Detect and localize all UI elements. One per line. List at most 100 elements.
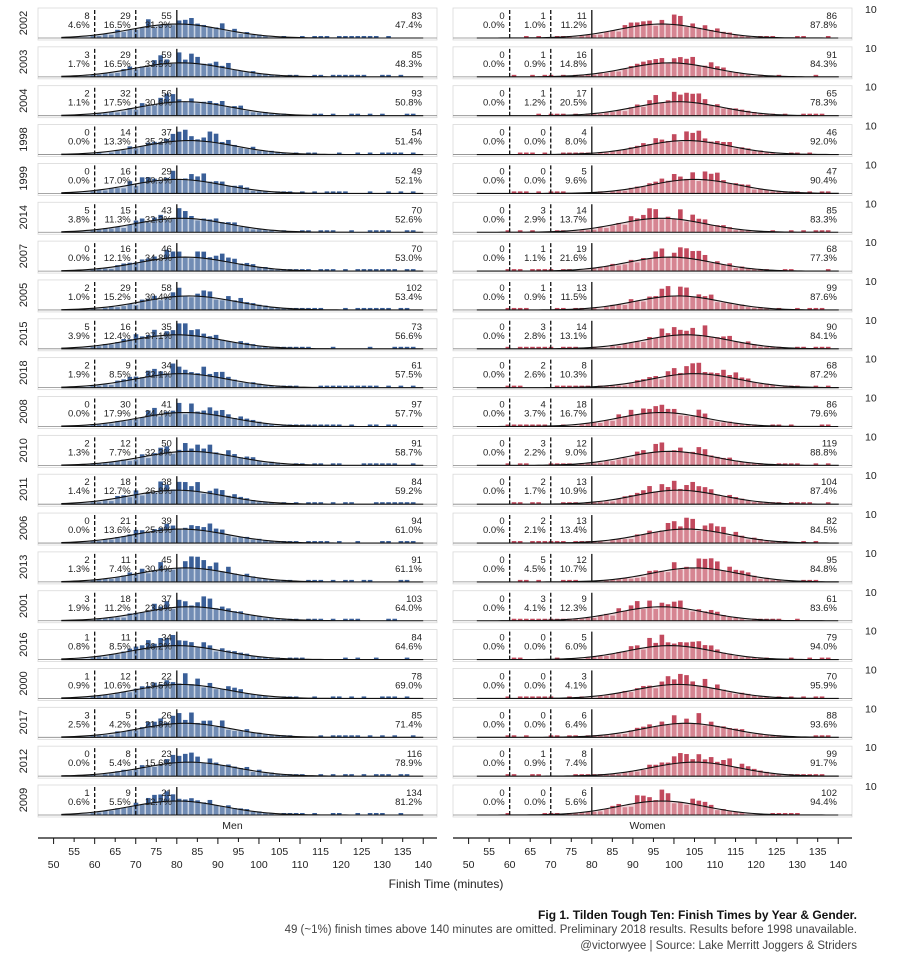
histogram-bar bbox=[343, 269, 348, 272]
histogram-bar bbox=[825, 230, 831, 233]
histogram-bar bbox=[380, 813, 385, 815]
histogram-bar bbox=[336, 696, 342, 699]
histogram-bar bbox=[819, 230, 825, 233]
density-curve bbox=[476, 101, 839, 117]
percent-label-right: 51.4% bbox=[395, 137, 422, 148]
percent-label: 0.0% bbox=[68, 175, 90, 186]
percent-label-right: 84.1% bbox=[810, 331, 837, 342]
percent-label: 2.1% bbox=[524, 525, 546, 536]
histogram-bar bbox=[336, 36, 342, 38]
histogram-bar bbox=[349, 74, 354, 77]
histogram-bar bbox=[361, 36, 367, 38]
count-label: 14 bbox=[576, 205, 587, 216]
histogram-bar bbox=[312, 463, 317, 466]
histogram-bar bbox=[801, 230, 806, 233]
histogram-bar bbox=[536, 618, 541, 621]
percent-label-right: 53.0% bbox=[395, 253, 422, 264]
histogram-bar bbox=[517, 269, 523, 272]
histogram-bar bbox=[343, 657, 348, 660]
histogram-bar bbox=[542, 152, 548, 155]
histogram-bar bbox=[807, 307, 813, 310]
percent-label: 1.3% bbox=[68, 447, 90, 458]
percent-label-right: 84.5% bbox=[810, 525, 837, 536]
histogram-bar bbox=[330, 774, 336, 777]
histogram-bar bbox=[355, 385, 361, 388]
percent-label-right: 59.2% bbox=[395, 486, 422, 497]
histogram-bar bbox=[367, 385, 373, 388]
percent-label: 0.0% bbox=[68, 758, 90, 769]
histogram-bar bbox=[524, 36, 529, 38]
x-tick-label-minor: 115 bbox=[312, 846, 329, 858]
x-tick-label-minor: 65 bbox=[109, 846, 121, 858]
count-label: 8 bbox=[84, 11, 89, 22]
count-label: 0 bbox=[540, 128, 545, 139]
histogram-bar bbox=[398, 541, 404, 544]
density-curve bbox=[476, 295, 839, 311]
percent-label: 17.9% bbox=[104, 409, 131, 420]
histogram-bar bbox=[554, 385, 560, 388]
histogram-bar bbox=[306, 579, 311, 582]
count-label-right: 84 bbox=[411, 477, 422, 488]
percent-label: 10.9% bbox=[560, 486, 587, 497]
density-curve bbox=[476, 528, 839, 544]
x-tick-label-major: 100 bbox=[665, 859, 683, 871]
percent-label: 0.0% bbox=[483, 253, 505, 264]
year-label: 2006 bbox=[18, 516, 30, 540]
percent-label: 0.9% bbox=[524, 758, 546, 769]
percent-label-right: 56.6% bbox=[395, 331, 422, 342]
histogram-bar bbox=[361, 579, 367, 582]
histogram-bar bbox=[355, 735, 361, 738]
histogram-bar bbox=[813, 696, 819, 699]
histogram-bar bbox=[380, 307, 385, 310]
density-curve bbox=[61, 295, 424, 311]
histogram-bar bbox=[355, 113, 361, 116]
percent-label: 6.0% bbox=[565, 642, 587, 653]
histogram-bar bbox=[404, 774, 410, 777]
count-label: 6 bbox=[582, 710, 587, 721]
count-label: 0 bbox=[499, 749, 504, 760]
histogram-bar bbox=[349, 230, 354, 233]
x-tick-label-major: 110 bbox=[707, 859, 724, 871]
percent-label: 0.0% bbox=[483, 370, 505, 381]
histogram-bar bbox=[813, 113, 819, 116]
histogram-bar bbox=[517, 191, 523, 194]
count-label-right: 83 bbox=[411, 11, 422, 22]
histogram-bar bbox=[536, 113, 541, 116]
percent-label: 16.5% bbox=[104, 59, 131, 70]
histogram-bar bbox=[542, 618, 548, 621]
percent-label: 21.8% bbox=[145, 719, 172, 730]
histogram-bar bbox=[324, 191, 330, 194]
count-label: 0 bbox=[540, 166, 545, 177]
histogram-bar bbox=[386, 618, 391, 621]
histogram-bar bbox=[355, 74, 361, 77]
right-axis-label: 10 bbox=[865, 276, 877, 288]
percent-label: 4.1% bbox=[524, 603, 546, 614]
histogram-bar bbox=[367, 191, 373, 194]
percent-label: 7.4% bbox=[565, 758, 587, 769]
histogram-bar bbox=[300, 191, 305, 194]
histogram-bar bbox=[318, 463, 324, 466]
histogram-bar bbox=[349, 113, 354, 116]
year-label: 1999 bbox=[18, 166, 30, 190]
percent-label: 0.0% bbox=[483, 486, 505, 497]
count-label: 58 bbox=[161, 283, 172, 294]
histogram-bar bbox=[505, 269, 511, 272]
percent-label-right: 84.8% bbox=[810, 564, 837, 575]
histogram-bar bbox=[517, 230, 523, 233]
count-label-right: 99 bbox=[826, 283, 837, 294]
histogram-bar bbox=[536, 774, 541, 777]
density-curve bbox=[476, 334, 839, 350]
count-label-right: 95 bbox=[826, 555, 837, 566]
histogram-bar bbox=[567, 346, 572, 349]
count-label: 11 bbox=[121, 633, 131, 644]
x-tick-label-minor: 115 bbox=[727, 846, 744, 858]
percent-label-right: 53.4% bbox=[395, 292, 422, 303]
histogram-bar bbox=[788, 657, 794, 660]
histogram-bar bbox=[410, 152, 416, 155]
count-label: 2 bbox=[84, 477, 89, 488]
percent-label-right: 88.8% bbox=[810, 447, 837, 458]
x-tick-label-minor: 125 bbox=[768, 846, 786, 858]
year-label: 2015 bbox=[18, 322, 30, 346]
percent-label: 13.6% bbox=[104, 525, 131, 536]
density-curve bbox=[476, 606, 839, 622]
